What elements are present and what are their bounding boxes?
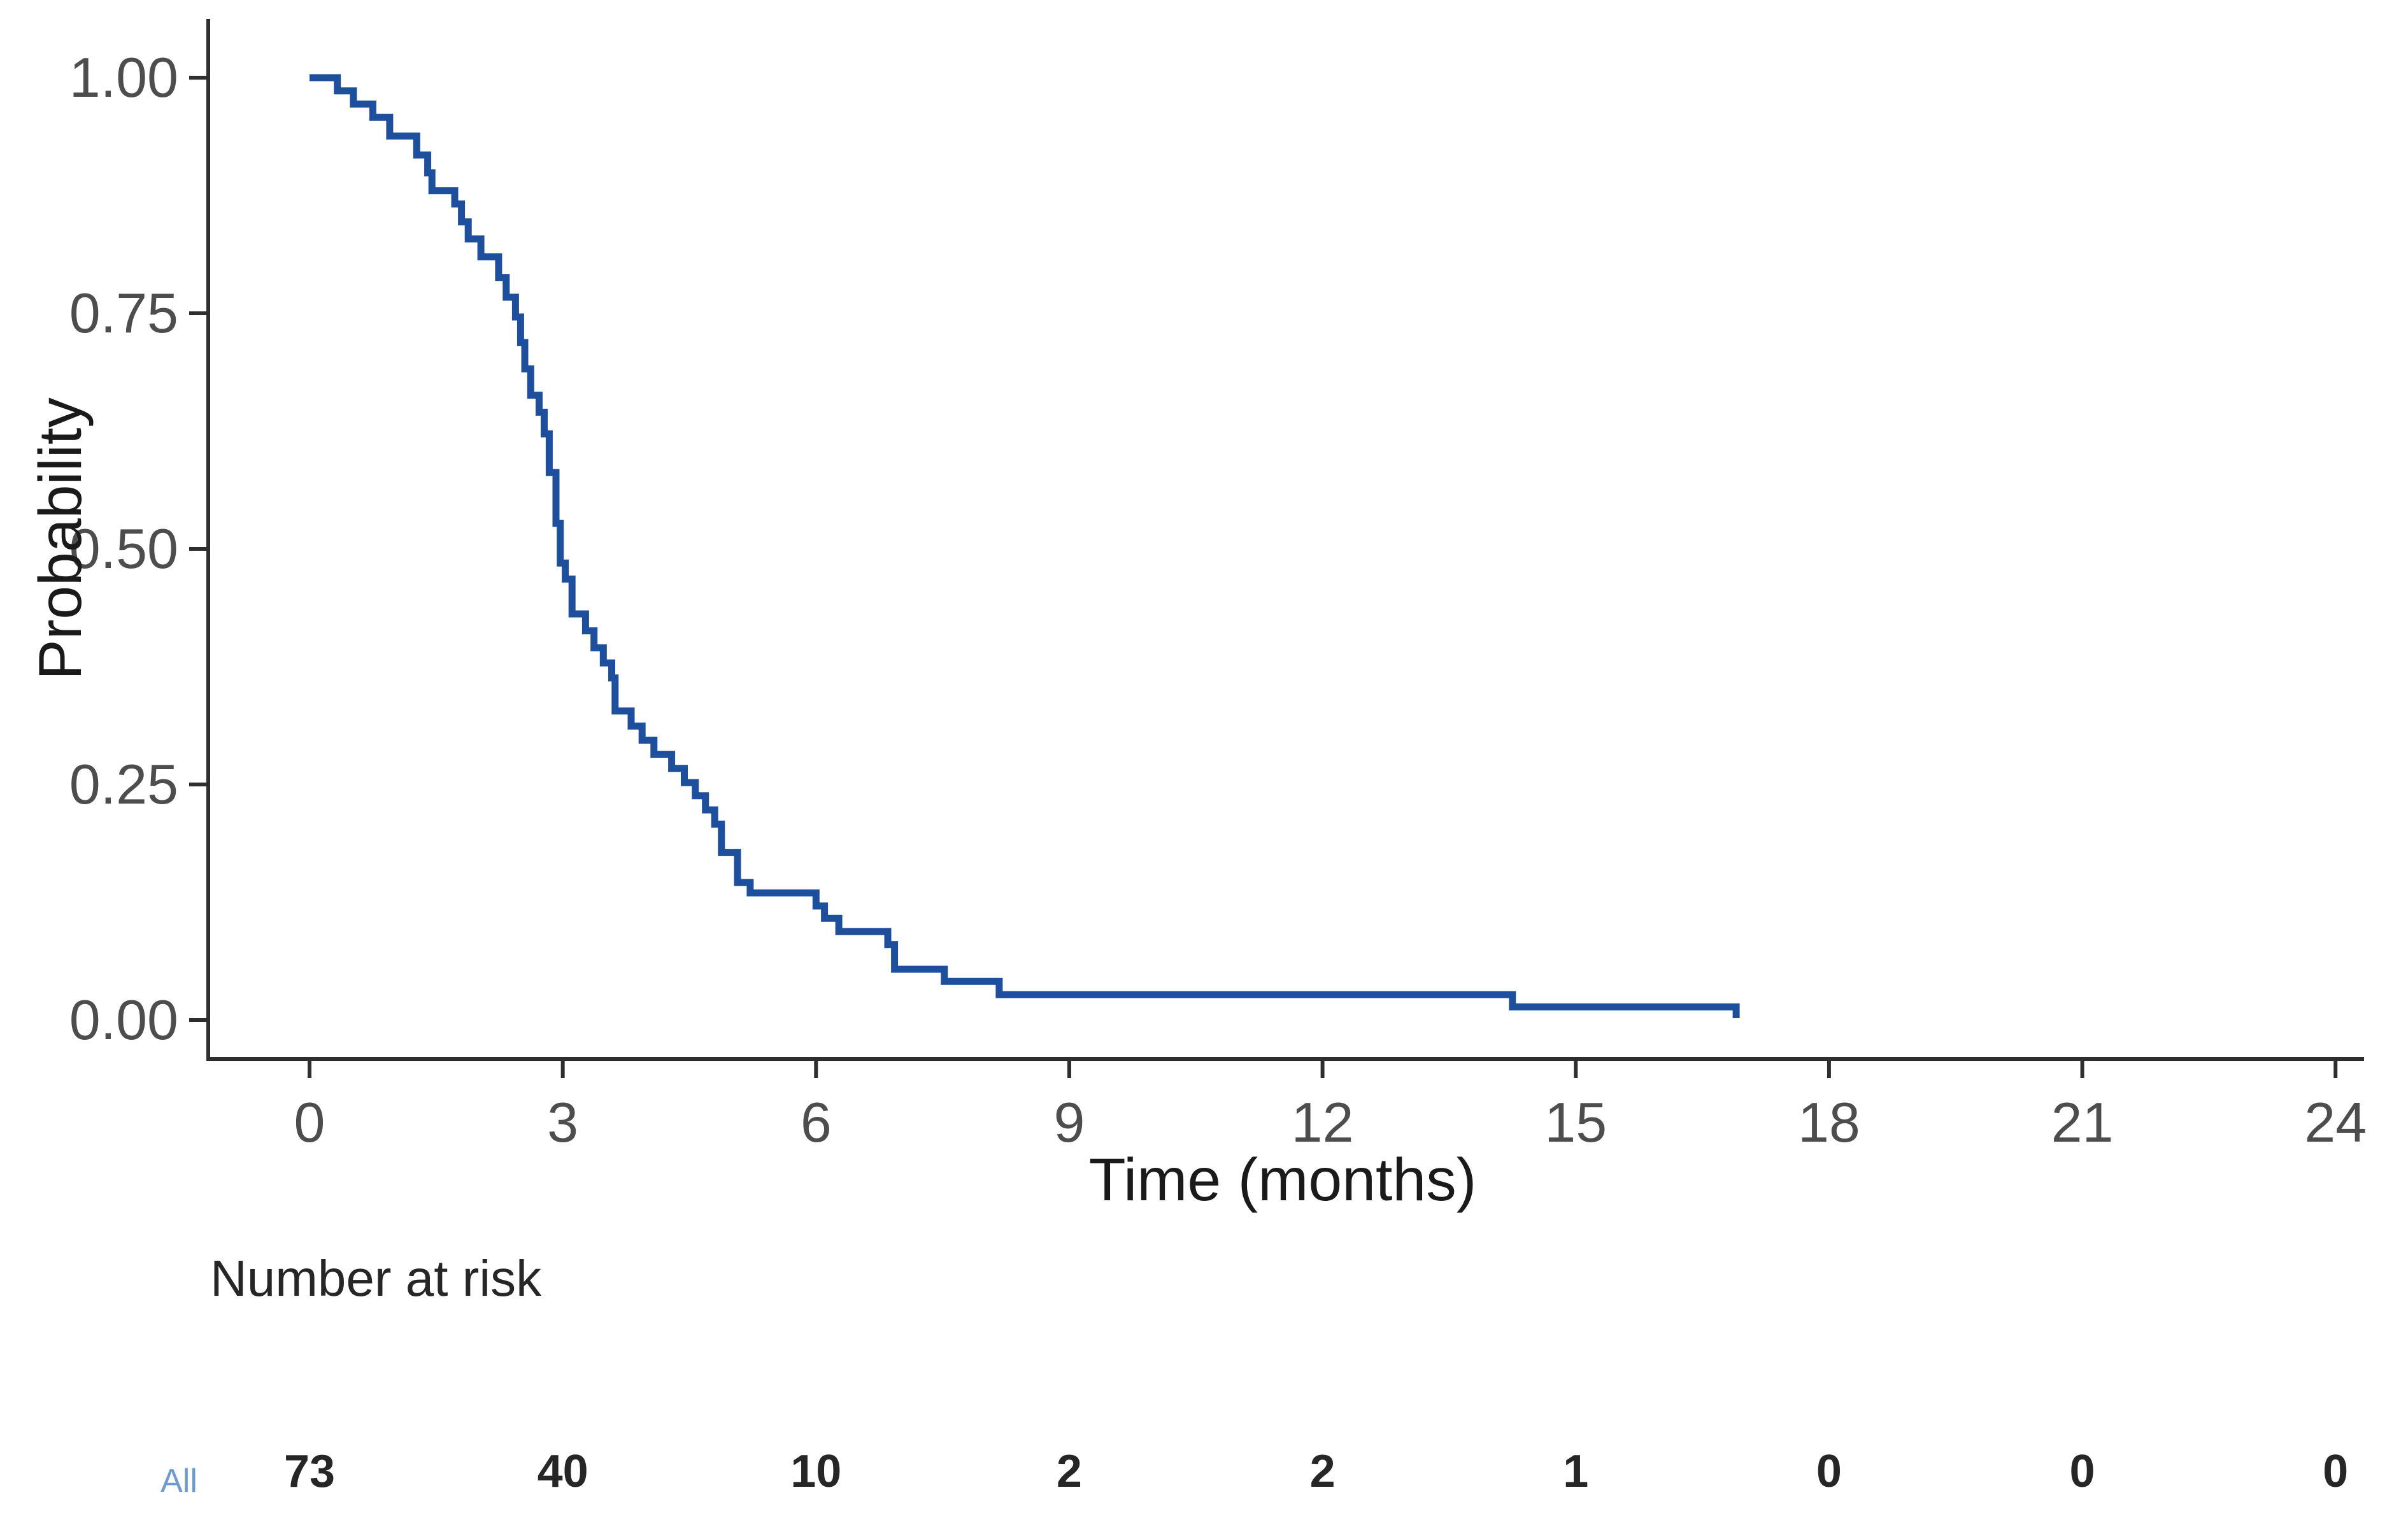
risk-table-title: Number at risk bbox=[210, 1250, 542, 1307]
risk-count-value: 73 bbox=[283, 1446, 336, 1497]
risk-count-value: 40 bbox=[537, 1446, 588, 1497]
risk-count-value: 2 bbox=[1056, 1446, 1082, 1497]
x-tick-label: 15 bbox=[1544, 1091, 1607, 1154]
risk-count-value: 1 bbox=[1563, 1446, 1589, 1497]
y-tick-label: 0.75 bbox=[69, 281, 178, 344]
y-tick-label: 0.50 bbox=[69, 517, 178, 580]
x-tick-label: 3 bbox=[547, 1091, 579, 1154]
risk-count-value: 0 bbox=[2069, 1446, 2095, 1497]
x-tick-label: 24 bbox=[2304, 1091, 2367, 1154]
y-axis-title: Probability bbox=[27, 397, 94, 680]
x-axis-title: Time (months) bbox=[1088, 1146, 1477, 1214]
risk-count-value: 10 bbox=[790, 1446, 842, 1497]
y-tick-label: 0.25 bbox=[69, 753, 178, 816]
risk-group-label: All bbox=[160, 1463, 197, 1500]
x-tick-label: 6 bbox=[800, 1091, 832, 1154]
y-tick-label: 0.00 bbox=[69, 988, 178, 1051]
risk-count-value: 0 bbox=[1816, 1446, 1842, 1497]
km-survival-curve bbox=[310, 74, 1740, 1018]
x-tick-label: 12 bbox=[1291, 1091, 1354, 1154]
x-tick-label: 9 bbox=[1053, 1091, 1085, 1154]
x-tick-label: 21 bbox=[2051, 1091, 2114, 1154]
risk-count-value: 0 bbox=[2323, 1446, 2349, 1497]
y-tick-label: 1.00 bbox=[69, 46, 178, 109]
x-tick-label: 18 bbox=[1797, 1091, 1860, 1154]
risk-count-value: 2 bbox=[1309, 1446, 1336, 1497]
x-tick-label: 0 bbox=[294, 1091, 325, 1154]
